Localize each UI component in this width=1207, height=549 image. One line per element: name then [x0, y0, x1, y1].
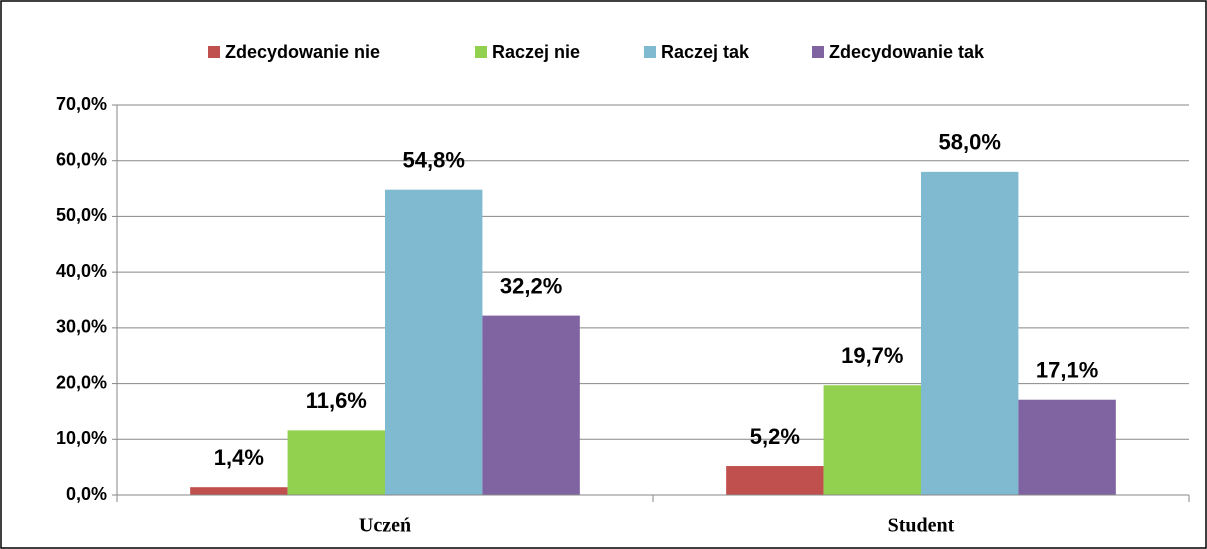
y-tick-label: 50,0% — [56, 205, 107, 225]
value-label: 32,2% — [500, 273, 562, 298]
value-label: 17,1% — [1036, 358, 1098, 383]
value-label: 54,8% — [403, 147, 465, 172]
value-label: 5,2% — [750, 424, 800, 449]
legend-label: Raczej nie — [492, 42, 580, 62]
bar — [385, 189, 483, 495]
bar — [726, 466, 824, 495]
value-label: 11,6% — [306, 388, 367, 413]
bar — [823, 385, 921, 495]
y-tick-label: 0,0% — [66, 484, 107, 504]
value-label: 1,4% — [214, 445, 264, 470]
y-tick-label: 10,0% — [56, 428, 107, 448]
bar — [921, 171, 1019, 495]
bar — [482, 315, 580, 495]
value-label: 19,7% — [841, 343, 903, 368]
y-tick-label: 60,0% — [56, 149, 107, 169]
y-tick-label: 20,0% — [56, 372, 107, 392]
x-tick-label: Uczeń — [359, 515, 411, 537]
legend-swatch — [208, 46, 220, 58]
bar — [287, 430, 385, 495]
y-tick-label: 70,0% — [56, 94, 107, 114]
legend-swatch — [812, 46, 824, 58]
y-tick-label: 30,0% — [56, 317, 107, 337]
legend-label: Zdecydowanie nie — [225, 42, 380, 62]
bar — [190, 487, 288, 495]
x-tick-label: Student — [888, 515, 955, 537]
legend-swatch — [644, 46, 656, 58]
value-label: 58,0% — [939, 130, 1001, 155]
legend-label: Zdecydowanie tak — [829, 42, 985, 62]
y-tick-label: 40,0% — [56, 261, 107, 281]
legend-swatch — [475, 46, 487, 58]
legend-label: Raczej tak — [661, 42, 750, 62]
bar — [1018, 399, 1116, 495]
